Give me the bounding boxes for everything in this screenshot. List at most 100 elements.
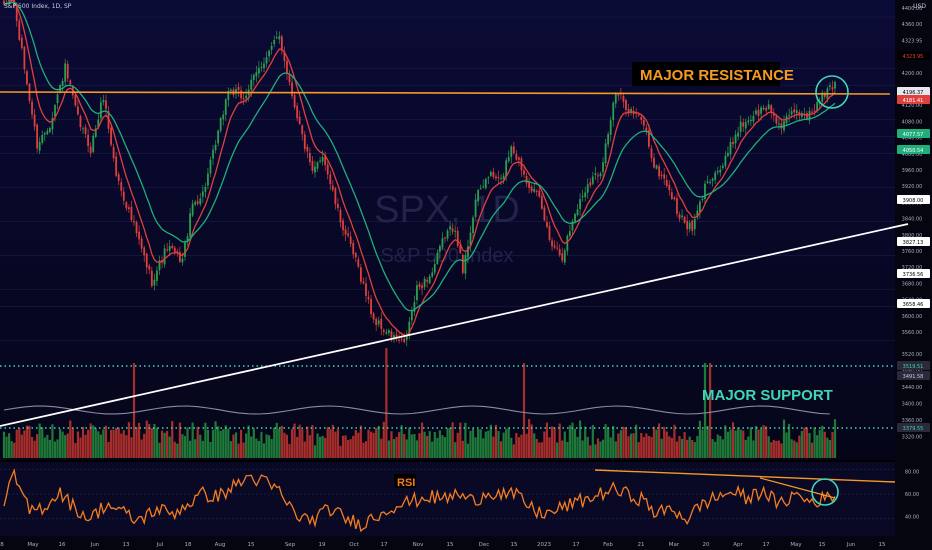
volume-bar bbox=[89, 423, 92, 458]
candle-body bbox=[31, 101, 33, 115]
time-tick-label: Mar bbox=[669, 542, 680, 548]
volume-bar bbox=[204, 422, 207, 458]
candle-body bbox=[487, 177, 490, 179]
time-tick-label: 15 bbox=[879, 542, 886, 548]
volume-bar bbox=[122, 430, 125, 458]
volume-bar bbox=[367, 429, 370, 458]
volume-bar bbox=[87, 429, 90, 458]
rsi-tick-label: 40.00 bbox=[905, 515, 919, 521]
volume-bar bbox=[484, 431, 487, 458]
price-tag-bg bbox=[897, 195, 930, 204]
candle-body bbox=[806, 113, 808, 120]
candle-body bbox=[543, 207, 546, 221]
candle-body bbox=[732, 141, 734, 145]
price-tick-label: 3560.00 bbox=[902, 330, 923, 336]
candle-body bbox=[505, 160, 508, 177]
volume-bar bbox=[721, 439, 724, 458]
volume-bar bbox=[181, 434, 184, 458]
volume-bar bbox=[647, 435, 651, 458]
candle-body bbox=[772, 113, 775, 116]
volume-bar bbox=[273, 427, 276, 458]
volume-bar bbox=[242, 442, 245, 458]
volume-bar bbox=[25, 425, 29, 458]
candle-body bbox=[574, 214, 576, 222]
volume-bar bbox=[471, 428, 475, 458]
candle-body bbox=[800, 113, 803, 117]
volume-bar bbox=[183, 436, 187, 458]
volume-bar bbox=[530, 424, 533, 458]
candle-body bbox=[342, 220, 344, 231]
volume-bars bbox=[2, 348, 837, 458]
volume-bar bbox=[780, 443, 783, 458]
candle-body bbox=[584, 192, 587, 198]
volume-bar bbox=[788, 423, 791, 458]
time-tick-label: May bbox=[790, 542, 802, 548]
volume-bar bbox=[125, 435, 128, 458]
volume-bar bbox=[548, 437, 551, 458]
candle-body bbox=[229, 89, 232, 91]
candle-body bbox=[166, 249, 169, 251]
volume-bar bbox=[109, 429, 113, 458]
candle-body bbox=[627, 108, 630, 113]
candle-body bbox=[97, 119, 100, 128]
candle-body bbox=[765, 108, 768, 111]
candle-body bbox=[454, 230, 457, 232]
resistance-label: MAJOR RESISTANCE bbox=[640, 67, 794, 84]
candle-body bbox=[571, 221, 574, 231]
price-tick-label: 4120.00 bbox=[902, 103, 923, 109]
volume-bar bbox=[283, 432, 286, 458]
candle-body bbox=[701, 199, 704, 201]
volume-bar bbox=[637, 442, 640, 458]
candle-body bbox=[117, 174, 120, 181]
candle-body bbox=[438, 245, 441, 252]
candle-body bbox=[482, 186, 485, 188]
volume-bar bbox=[262, 443, 266, 458]
candle-body bbox=[105, 100, 107, 110]
candle-body bbox=[286, 60, 288, 74]
volume-bar bbox=[777, 440, 781, 458]
volume-bar bbox=[20, 434, 23, 458]
candle-body bbox=[645, 127, 648, 132]
price-tick-label: 3800.00 bbox=[902, 233, 923, 239]
volume-bar bbox=[260, 431, 263, 458]
volume-bar bbox=[487, 430, 490, 458]
volume-bar bbox=[714, 441, 717, 458]
volume-bar bbox=[655, 429, 658, 458]
volume-bar bbox=[489, 424, 492, 458]
volume-bar bbox=[285, 434, 289, 458]
volume-bar bbox=[206, 429, 210, 458]
candle-body bbox=[326, 164, 329, 175]
volume-bar bbox=[660, 438, 663, 458]
candle-body bbox=[150, 270, 153, 287]
candle-body bbox=[811, 111, 813, 113]
volume-bar bbox=[747, 436, 750, 458]
volume-bar bbox=[107, 441, 110, 458]
volume-bar bbox=[385, 348, 388, 458]
candle-body bbox=[576, 209, 579, 216]
candle-body bbox=[553, 245, 556, 248]
candle-body bbox=[500, 177, 502, 179]
volume-bar bbox=[51, 424, 54, 458]
volume-bar bbox=[428, 431, 431, 458]
rsi-line bbox=[3, 468, 836, 533]
volume-bar bbox=[708, 363, 712, 458]
volume-bar bbox=[227, 428, 230, 458]
volume-bar bbox=[336, 429, 340, 458]
price-tick-label: 3360.00 bbox=[902, 418, 923, 424]
candle-body bbox=[74, 95, 77, 106]
price-tag-label: 3658.46 bbox=[903, 302, 924, 308]
volume-bar bbox=[102, 429, 105, 458]
price-tick-label: 3720.00 bbox=[902, 265, 923, 271]
candle-body bbox=[242, 98, 245, 100]
volume-bar bbox=[443, 437, 447, 458]
candle-body bbox=[472, 217, 474, 233]
candle-body bbox=[385, 332, 388, 334]
volume-bar bbox=[673, 424, 676, 458]
candle-body bbox=[829, 85, 831, 87]
volume-bar bbox=[418, 433, 421, 458]
volume-bar bbox=[410, 434, 413, 458]
price-tick-label: 3320.00 bbox=[902, 435, 923, 441]
candle-body bbox=[46, 130, 49, 135]
candle-body bbox=[212, 149, 214, 159]
candle-body bbox=[469, 232, 472, 246]
